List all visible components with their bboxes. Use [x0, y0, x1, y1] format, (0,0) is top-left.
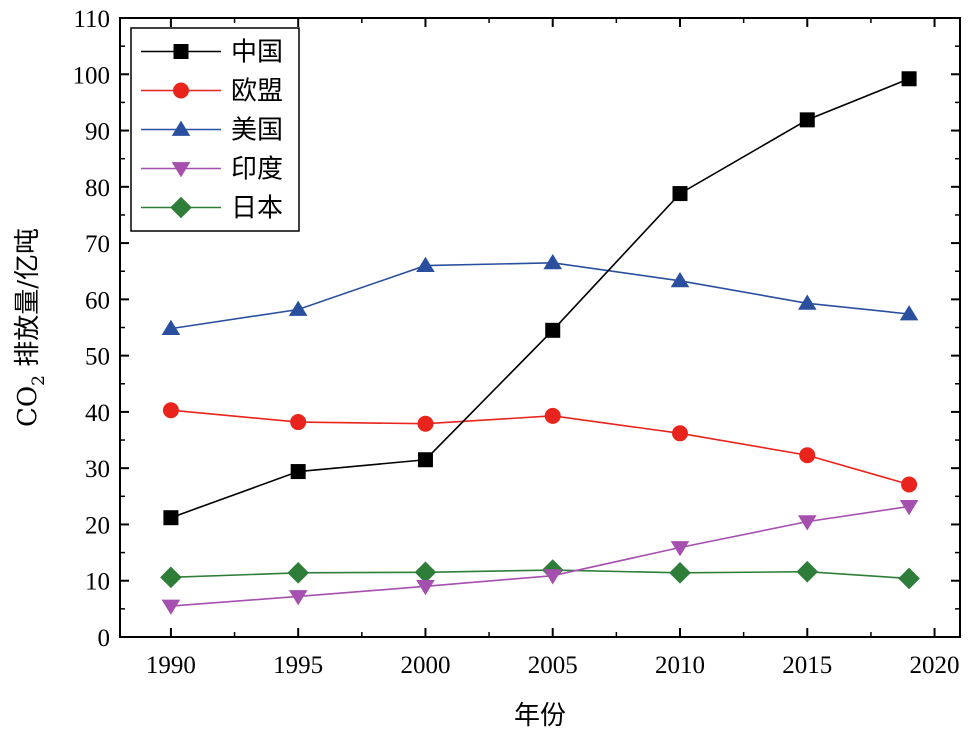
y-tick-label: 10: [85, 569, 110, 596]
legend-marker: [171, 120, 191, 136]
series-line: [170, 505, 910, 607]
x-tick-label: 2015: [782, 652, 832, 679]
series-line: [170, 261, 910, 330]
legend-label: 印度: [231, 155, 283, 185]
x-tick-label: 2010: [655, 652, 705, 679]
x-tick-label: 2005: [528, 652, 578, 679]
y-axis-title-subscript: 2: [29, 375, 49, 386]
data-point: [901, 71, 917, 87]
x-tick-label: 2020: [910, 652, 960, 679]
data-point: [417, 415, 434, 432]
legend-label: 美国: [231, 116, 283, 146]
x-tick-label: 2000: [400, 652, 450, 679]
data-point: [290, 464, 306, 480]
x-tick-label: 1995: [273, 652, 323, 679]
series-0: [163, 71, 917, 526]
legend-item: 美国: [141, 116, 283, 146]
legend-marker: [170, 196, 192, 219]
data-point: [416, 579, 435, 596]
data-point: [672, 425, 688, 442]
data-point: [161, 599, 181, 615]
data-point: [160, 566, 182, 589]
data-point: [898, 567, 920, 590]
data-point: [288, 590, 308, 606]
y-axis-title-rest: 排放量/亿吨: [13, 228, 43, 375]
legend-item: 印度: [141, 155, 283, 185]
y-tick-label: 70: [85, 231, 110, 258]
data-point: [161, 319, 181, 336]
legend-label: 日本: [231, 194, 283, 224]
y-axis-title-main: CO: [13, 386, 43, 427]
y-tick-label: 50: [85, 344, 110, 371]
data-point: [669, 562, 691, 584]
data-point: [797, 515, 817, 531]
data-point: [899, 305, 919, 321]
legend-item: 日本: [141, 194, 283, 224]
legend-marker: [173, 82, 189, 99]
data-point: [672, 186, 688, 202]
data-point: [544, 407, 561, 424]
data-point: [414, 561, 437, 584]
y-tick-label: 80: [85, 175, 110, 202]
y-tick-label: 90: [85, 119, 110, 146]
y-tick-label: 60: [85, 287, 110, 314]
axes: 1990 1995 2000 2005 2010 2015 2020 0 10 20 30 40 50 6…: [73, 6, 961, 679]
y-tick-label: 20: [85, 512, 110, 539]
data-point: [796, 560, 819, 583]
plot-area: [160, 71, 920, 615]
y-axis-title: CO2 排放量/亿吨: [13, 228, 49, 427]
data-point: [162, 402, 179, 419]
data-point: [417, 452, 433, 468]
y-tick-label: 30: [85, 456, 110, 483]
legend-label: 中国: [231, 38, 283, 68]
data-point: [287, 562, 309, 584]
data-point: [288, 300, 308, 316]
data-point: [799, 112, 815, 128]
y-tick-label: 0: [98, 625, 111, 652]
data-point: [797, 294, 817, 310]
x-axis-title: 年份: [514, 701, 566, 731]
data-point: [543, 253, 563, 270]
y-tick-label: 110: [73, 6, 110, 33]
legend-item: 欧盟: [141, 77, 283, 107]
data-point: [901, 476, 918, 493]
legend-label: 欧盟: [231, 77, 283, 107]
series-3: [161, 500, 919, 615]
series-4: [160, 559, 920, 590]
data-point: [545, 322, 561, 338]
legend-marker: [171, 162, 191, 178]
y-tick-label: 40: [85, 400, 110, 427]
data-point: [899, 500, 919, 516]
series-1: [162, 402, 918, 493]
legend-marker: [173, 44, 189, 59]
legend-item: 中国: [141, 38, 283, 68]
data-point: [799, 447, 816, 464]
data-point: [543, 569, 563, 585]
data-point: [416, 256, 435, 273]
x-tick-label: 1990: [146, 652, 196, 679]
data-point: [163, 510, 179, 526]
series-2: [161, 253, 919, 336]
data-point: [670, 271, 690, 288]
data-point: [290, 414, 307, 431]
data-point: [670, 541, 690, 557]
y-tick-label: 100: [73, 62, 111, 89]
series-line: [170, 409, 910, 486]
